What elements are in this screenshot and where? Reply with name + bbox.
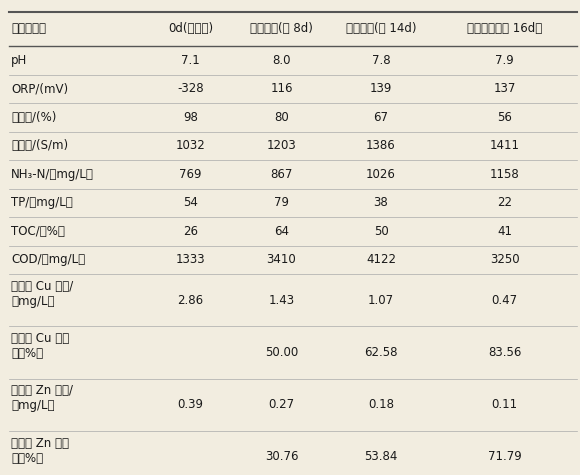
Text: 50.00: 50.00 — [265, 346, 298, 359]
Text: NH₃-N/（mg/L）: NH₃-N/（mg/L） — [11, 168, 94, 181]
Text: 38: 38 — [374, 196, 389, 209]
Text: 137: 137 — [494, 82, 516, 95]
Text: 7.1: 7.1 — [181, 54, 200, 67]
Text: 2.86: 2.86 — [177, 294, 204, 307]
Text: 98: 98 — [183, 111, 198, 124]
Text: 80: 80 — [274, 111, 289, 124]
Text: 降温阶段(第 14d): 降温阶段(第 14d) — [346, 22, 416, 36]
Text: 30.76: 30.76 — [265, 450, 298, 464]
Text: 1032: 1032 — [176, 139, 205, 152]
Text: 重金属 Cu 浓度/
（mg/L）: 重金属 Cu 浓度/ （mg/L） — [11, 280, 73, 308]
Text: 116: 116 — [270, 82, 293, 95]
Text: 电导率/(S/m): 电导率/(S/m) — [11, 139, 68, 152]
Text: 41: 41 — [497, 225, 512, 238]
Text: 1411: 1411 — [490, 139, 520, 152]
Text: ORP/(mV): ORP/(mV) — [11, 82, 68, 95]
Text: 62.58: 62.58 — [364, 346, 398, 359]
Text: 含水率/(%): 含水率/(%) — [11, 111, 56, 124]
Text: TP/（mg/L）: TP/（mg/L） — [11, 196, 72, 209]
Text: 769: 769 — [179, 168, 202, 181]
Text: TOC/（%）: TOC/（%） — [11, 225, 65, 238]
Text: 0.27: 0.27 — [269, 398, 295, 411]
Text: 1333: 1333 — [176, 253, 205, 266]
Text: 67: 67 — [374, 111, 389, 124]
Text: 139: 139 — [370, 82, 392, 95]
Text: 1.07: 1.07 — [368, 294, 394, 307]
Text: 79: 79 — [274, 196, 289, 209]
Text: 867: 867 — [270, 168, 293, 181]
Text: 7.8: 7.8 — [372, 54, 390, 67]
Text: 1203: 1203 — [267, 139, 296, 152]
Text: 53.84: 53.84 — [364, 450, 398, 464]
Text: 1026: 1026 — [366, 168, 396, 181]
Text: 3250: 3250 — [490, 253, 520, 266]
Text: 50: 50 — [374, 225, 389, 238]
Text: 54: 54 — [183, 196, 198, 209]
Text: 1.43: 1.43 — [269, 294, 295, 307]
Text: 22: 22 — [497, 196, 512, 209]
Text: 发酵液指标: 发酵液指标 — [11, 22, 46, 36]
Text: 1386: 1386 — [366, 139, 396, 152]
Text: 0.47: 0.47 — [492, 294, 518, 307]
Text: 71.79: 71.79 — [488, 450, 521, 464]
Text: 0d(启动时): 0d(启动时) — [168, 22, 213, 36]
Text: 64: 64 — [274, 225, 289, 238]
Text: 4122: 4122 — [366, 253, 396, 266]
Text: 8.0: 8.0 — [272, 54, 291, 67]
Text: 腐熟阶段（第 16d）: 腐熟阶段（第 16d） — [467, 22, 542, 36]
Text: 7.9: 7.9 — [495, 54, 514, 67]
Text: 26: 26 — [183, 225, 198, 238]
Text: pH: pH — [11, 54, 27, 67]
Text: 1158: 1158 — [490, 168, 520, 181]
Text: COD/（mg/L）: COD/（mg/L） — [11, 253, 85, 266]
Text: 重金属 Zn 浓度/
（mg/L）: 重金属 Zn 浓度/ （mg/L） — [11, 384, 73, 412]
Text: 重金属 Cu 去除
率（%）: 重金属 Cu 去除 率（%） — [11, 332, 69, 360]
Text: 高温阶段(第 8d): 高温阶段(第 8d) — [250, 22, 313, 36]
Text: -328: -328 — [177, 82, 204, 95]
Text: 重金属 Zn 去除
率（%）: 重金属 Zn 去除 率（%） — [11, 437, 69, 465]
Text: 56: 56 — [497, 111, 512, 124]
Text: 0.11: 0.11 — [492, 398, 518, 411]
Text: 3410: 3410 — [267, 253, 296, 266]
Text: 0.18: 0.18 — [368, 398, 394, 411]
Text: 83.56: 83.56 — [488, 346, 521, 359]
Text: 0.39: 0.39 — [177, 398, 204, 411]
